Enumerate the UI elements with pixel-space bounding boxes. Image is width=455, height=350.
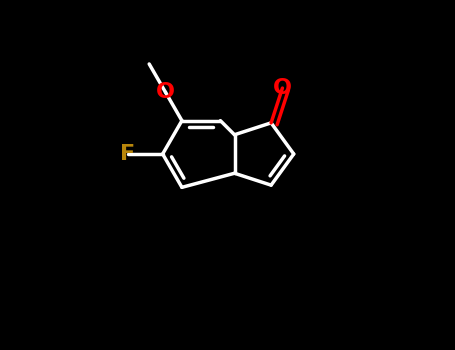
Text: O: O	[156, 82, 175, 102]
Text: F: F	[121, 144, 136, 164]
Text: O: O	[273, 78, 292, 98]
